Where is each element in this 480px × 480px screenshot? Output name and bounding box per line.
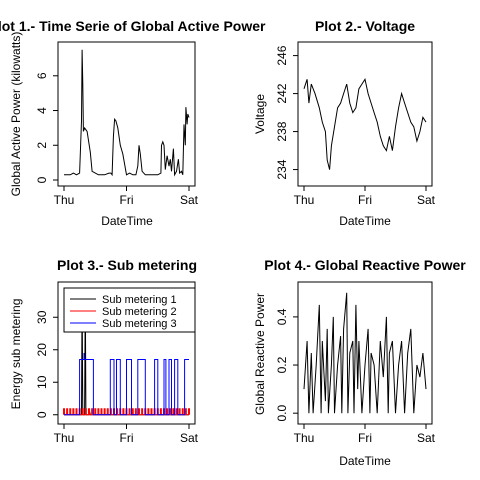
y-tick-label: 0.4	[275, 308, 289, 325]
y-tick-label: 242	[275, 83, 289, 103]
y-tick-label: 246	[275, 45, 289, 65]
series-2	[63, 408, 190, 416]
y-tick-label: 238	[275, 121, 289, 141]
x-tick-label: Sat	[180, 193, 199, 207]
x-tick-label: Fri	[120, 431, 134, 445]
y-tick-label: 6	[35, 72, 49, 79]
legend-box	[63, 287, 196, 333]
x-tick-label: Fri	[358, 431, 372, 445]
chart-title: Plot 3.- Sub metering	[57, 257, 197, 273]
y-tick-label: 0.2	[275, 356, 289, 373]
legend-label: Sub metering 2	[102, 306, 177, 318]
series-line	[64, 352, 189, 416]
chart-panel-2: Plot 2.- Voltage Thu Fri Sat 234 238 242 246 Dat…	[253, 18, 436, 228]
y-axis-label: Voltage	[253, 94, 267, 134]
chart-title: Plot 4.- Global Reactive Power	[264, 257, 466, 273]
x-tick-label: Fri	[120, 193, 134, 207]
series-line	[303, 292, 427, 414]
x-tick-label: Thu	[54, 193, 75, 207]
y-tick-label: 0.0	[275, 405, 289, 422]
series-3	[64, 352, 189, 416]
x-axis-label: DateTime	[101, 214, 153, 228]
chart-title: Plot 2.- Voltage	[315, 18, 415, 34]
legend-label: Sub metering 3	[102, 318, 177, 330]
y-tick-label: 10	[35, 375, 49, 389]
y-tick-label: 234	[275, 159, 289, 179]
x-tick-label: Sat	[417, 431, 436, 445]
chart-panel-1: Plot 1.- Time Serie of Global Active Pow…	[0, 18, 266, 228]
y-tick-label: 20	[35, 343, 49, 357]
x-tick-label: Fri	[358, 193, 372, 207]
chart-panel-4: Plot 4.- Global Reactive Power Thu Fri Sat 0…	[253, 257, 466, 468]
x-tick-label: Sat	[180, 431, 199, 445]
y-tick-label: 30	[35, 310, 49, 324]
x-axis-label: DateTime	[339, 454, 391, 468]
series-line	[303, 78, 427, 170]
plot-frame	[297, 41, 433, 187]
series-line	[64, 49, 190, 177]
y-tick-label: 0	[35, 411, 49, 418]
y-axis-label: Global Reactive Power	[253, 293, 267, 415]
x-tick-label: Thu	[294, 431, 315, 445]
x-tick-label: Thu	[294, 193, 315, 207]
y-tick-label: 2	[35, 142, 49, 149]
series-1	[64, 49, 190, 177]
chart-panel-3: Plot 3.- Sub metering Thu Fri Sat 0 10 20 30 Ene…	[9, 257, 199, 445]
series-1	[303, 78, 427, 170]
y-tick-label: 4	[35, 107, 49, 114]
x-tick-label: Thu	[54, 431, 75, 445]
y-tick-label: 0	[35, 176, 49, 183]
x-axis-label: DateTime	[339, 214, 391, 228]
series-1	[303, 292, 427, 414]
legend-label: Sub metering 1	[102, 294, 177, 306]
chart-title: Plot 1.- Time Serie of Global Active Pow…	[0, 18, 266, 34]
x-tick-label: Sat	[417, 193, 436, 207]
y-axis-label: Energy sub metering	[9, 299, 23, 410]
y-axis-label: Global Active Power (kilowatts)	[9, 32, 23, 197]
